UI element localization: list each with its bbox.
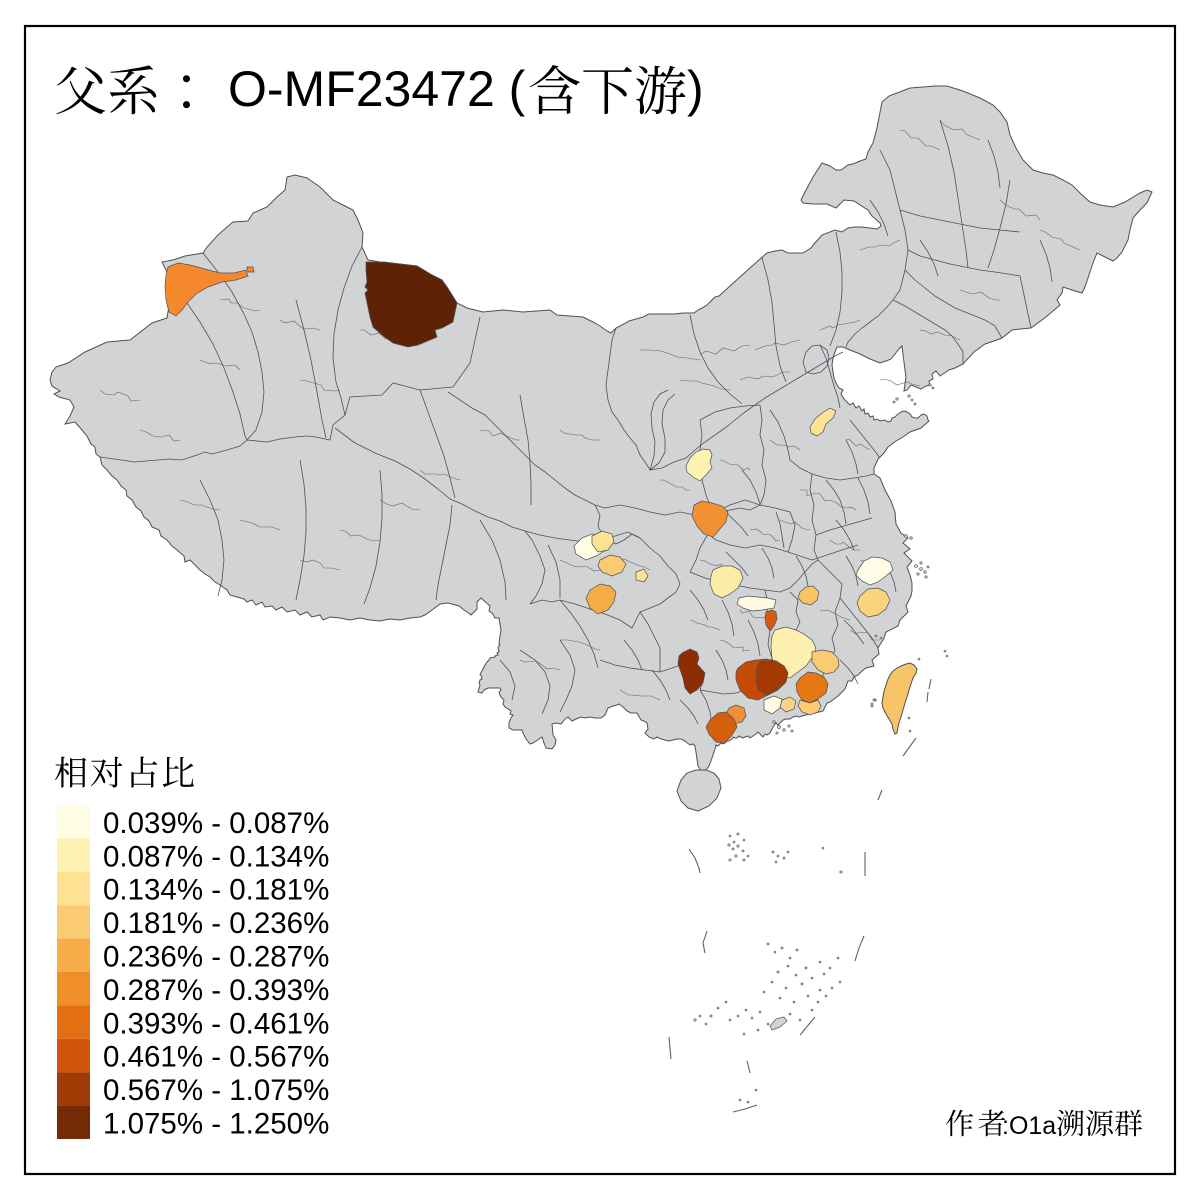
svg-text::O1a: :O1a — [1002, 1112, 1056, 1140]
svg-text:0.039% - 0.087%: 0.039% - 0.087% — [103, 807, 329, 840]
svg-text:0.087% - 0.134%: 0.087% - 0.134% — [103, 840, 329, 873]
svg-text:): ) — [687, 61, 704, 117]
svg-text:0.393% - 0.461%: 0.393% - 0.461% — [103, 1007, 329, 1040]
svg-text:0.461% - 0.567%: 0.461% - 0.567% — [103, 1041, 329, 1074]
svg-text:0.567% - 1.075%: 0.567% - 1.075% — [103, 1074, 329, 1107]
svg-text:0.287% - 0.393%: 0.287% - 0.393% — [103, 974, 329, 1007]
svg-text:1.075% - 1.250%: 1.075% - 1.250% — [103, 1108, 329, 1141]
svg-text:0.134% - 0.181%: 0.134% - 0.181% — [103, 874, 329, 907]
svg-text:0.181% - 0.236%: 0.181% - 0.236% — [103, 907, 329, 940]
svg-text:0.236% - 0.287%: 0.236% - 0.287% — [103, 941, 329, 974]
svg-text:O-MF23472 (: O-MF23472 ( — [228, 61, 526, 117]
